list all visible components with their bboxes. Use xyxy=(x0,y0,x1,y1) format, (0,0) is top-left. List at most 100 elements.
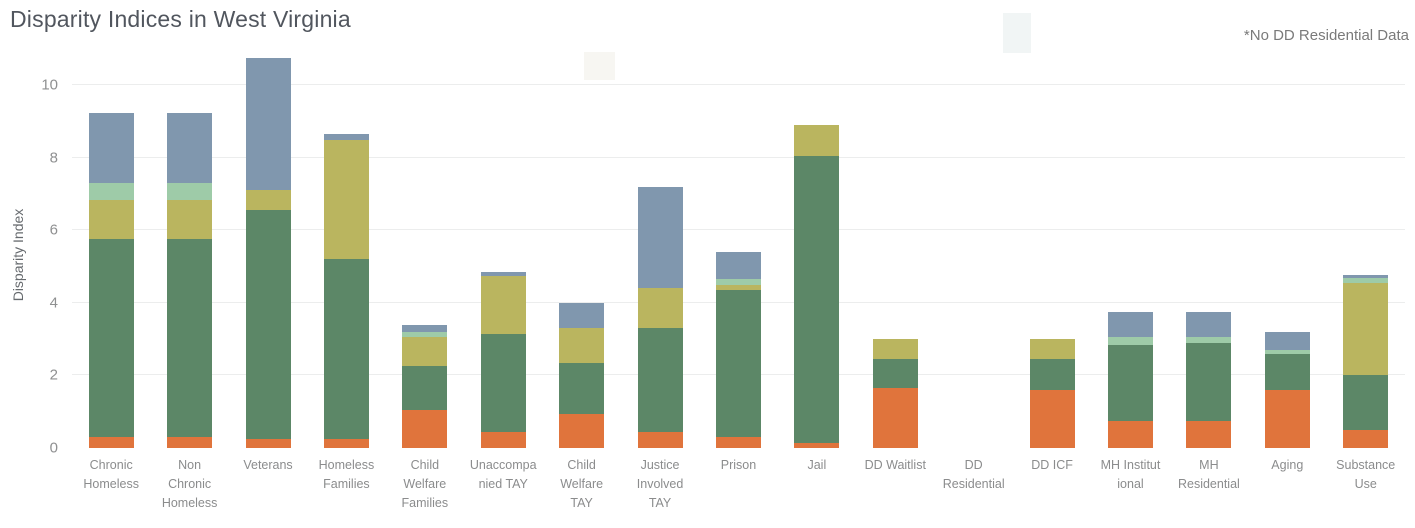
bar-segment-olive[interactable] xyxy=(88,199,134,240)
bar-segment-olive[interactable] xyxy=(480,275,526,334)
bar-segment-green[interactable] xyxy=(1107,344,1153,421)
bar-segment-green[interactable] xyxy=(1029,359,1075,390)
bar-segment-orange[interactable] xyxy=(715,437,761,448)
bar-segment-olive[interactable] xyxy=(872,339,918,360)
bar-segment-green[interactable] xyxy=(88,239,134,438)
bar-segment-olive[interactable] xyxy=(167,199,213,240)
stacked-bar[interactable] xyxy=(637,49,683,448)
bar-segment-green[interactable] xyxy=(323,259,369,439)
bar-segment-blue-gray[interactable] xyxy=(323,134,369,140)
bar-segment-blue-gray[interactable] xyxy=(637,186,683,289)
bar-segment-blue-gray[interactable] xyxy=(1186,311,1232,338)
stacked-bar[interactable] xyxy=(794,49,840,448)
bar-segment-green[interactable] xyxy=(715,290,761,438)
bar-segment-green[interactable] xyxy=(402,366,448,410)
stacked-bar[interactable] xyxy=(1107,49,1153,448)
bar-segment-blue-gray[interactable] xyxy=(480,272,526,276)
bar-segment-olive[interactable] xyxy=(323,139,369,260)
bar-segment-olive[interactable] xyxy=(245,190,291,211)
stacked-bar[interactable] xyxy=(1029,49,1075,448)
bar-segment-olive[interactable] xyxy=(794,125,840,157)
stacked-bar[interactable] xyxy=(323,49,369,448)
x-axis-label: Aging xyxy=(1271,458,1304,472)
bar-segment-mint[interactable] xyxy=(1264,350,1310,354)
highlight-artifact xyxy=(584,52,615,80)
bar-segment-blue-gray[interactable] xyxy=(559,302,605,329)
bar-segment-green[interactable] xyxy=(480,333,526,432)
bar-segment-mint[interactable] xyxy=(1107,337,1153,345)
highlight-artifact xyxy=(1003,13,1031,53)
stacked-bar[interactable] xyxy=(1264,49,1310,448)
bar-slot-dd-icf xyxy=(1013,49,1091,448)
x-axis-label: Non Chronic Homeless xyxy=(161,458,218,510)
bar-segment-mint[interactable] xyxy=(88,183,134,200)
bar-segment-blue-gray[interactable] xyxy=(1264,331,1310,351)
stacked-bar[interactable] xyxy=(88,49,134,448)
bar-segment-olive[interactable] xyxy=(715,284,761,291)
bar-segment-orange[interactable] xyxy=(245,438,291,448)
bar-segment-orange[interactable] xyxy=(1186,420,1232,448)
bar-slot-non-chronic-homeless xyxy=(150,49,228,448)
bar-segment-orange[interactable] xyxy=(88,437,134,448)
stacked-bar[interactable] xyxy=(245,49,291,448)
bar-segment-orange[interactable] xyxy=(794,442,840,448)
x-axis-label: DD ICF xyxy=(1031,458,1073,472)
bar-segment-green[interactable] xyxy=(637,328,683,432)
bar-segment-orange[interactable] xyxy=(480,431,526,448)
bar-segment-green[interactable] xyxy=(245,210,291,439)
bar-segment-orange[interactable] xyxy=(637,431,683,448)
bar-segment-orange[interactable] xyxy=(323,438,369,448)
bar-segment-orange[interactable] xyxy=(872,388,918,448)
x-axis-label: Unaccompa nied TAY xyxy=(469,458,537,491)
bar-segment-orange[interactable] xyxy=(1107,420,1153,448)
bar-segment-orange[interactable] xyxy=(402,409,448,448)
bar-segment-blue-gray[interactable] xyxy=(88,112,134,184)
bar-segment-blue-gray[interactable] xyxy=(715,252,761,280)
bar-segment-orange[interactable] xyxy=(1029,389,1075,448)
bar-segment-blue-gray[interactable] xyxy=(1107,311,1153,338)
bar-segment-green[interactable] xyxy=(1343,375,1389,430)
x-axis-label: Child Welfare TAY xyxy=(560,458,604,510)
bar-segment-green[interactable] xyxy=(559,362,605,414)
bar-segment-olive[interactable] xyxy=(1343,282,1389,376)
stacked-bar[interactable] xyxy=(715,49,761,448)
bar-segment-olive[interactable] xyxy=(559,328,605,363)
bar-segment-mint[interactable] xyxy=(402,331,448,338)
stacked-bar[interactable] xyxy=(1186,49,1232,448)
x-axis-label: Homeless Families xyxy=(318,458,375,491)
x-axis-label: MH Institut ional xyxy=(1100,458,1161,491)
bar-segment-green[interactable] xyxy=(1186,342,1232,421)
bar-segment-blue-gray[interactable] xyxy=(1343,274,1389,278)
bar-segment-orange[interactable] xyxy=(1343,429,1389,448)
x-axis-label: Chronic Homeless xyxy=(83,458,139,491)
bar-segment-mint[interactable] xyxy=(167,183,213,200)
stacked-bar[interactable] xyxy=(951,49,996,448)
bar-segment-blue-gray[interactable] xyxy=(402,324,448,332)
stacked-bar[interactable] xyxy=(1343,49,1389,448)
bar-segment-orange[interactable] xyxy=(559,413,605,448)
bar-slot-child-welfare-families xyxy=(386,49,464,448)
bar-segment-blue-gray[interactable] xyxy=(167,112,213,184)
bar-segment-green[interactable] xyxy=(167,239,213,438)
bar-slot-mh-institutional xyxy=(1091,49,1169,448)
bar-segment-orange[interactable] xyxy=(1264,389,1310,448)
bar-segment-green[interactable] xyxy=(872,359,918,389)
stacked-bar[interactable] xyxy=(872,49,918,448)
stacked-bar[interactable] xyxy=(402,49,448,448)
bar-segment-mint[interactable] xyxy=(1186,337,1232,343)
bar-segment-mint[interactable] xyxy=(1343,277,1389,283)
bar-segment-green[interactable] xyxy=(1264,353,1310,390)
bar-segment-olive[interactable] xyxy=(402,337,448,367)
stacked-bar[interactable] xyxy=(480,49,526,448)
bar-segment-olive[interactable] xyxy=(1029,339,1075,360)
bar-slot-prison xyxy=(699,49,777,448)
bar-segment-olive[interactable] xyxy=(637,288,683,329)
bar-segment-blue-gray[interactable] xyxy=(245,58,291,191)
bar-segment-mint[interactable] xyxy=(715,279,761,285)
x-axis-label: DD Residential xyxy=(942,458,1005,491)
bar-segment-orange[interactable] xyxy=(167,437,213,448)
stacked-bar[interactable] xyxy=(167,49,213,448)
bar-segment-green[interactable] xyxy=(794,156,840,443)
stacked-bar[interactable] xyxy=(559,49,605,448)
plot-area xyxy=(72,49,1405,448)
